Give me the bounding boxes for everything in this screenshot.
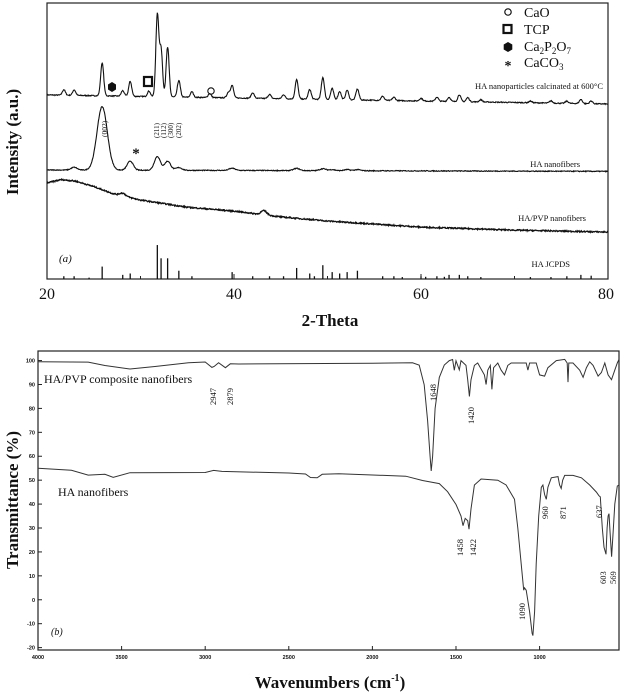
peak-label: 637: [594, 505, 604, 518]
ftir-ytick-label: 60: [29, 454, 35, 460]
ftir-xtick-label: 1500: [450, 655, 462, 661]
ftir-xtick-label: 2500: [283, 655, 295, 661]
hkl-label: (211): [153, 122, 161, 138]
formula-part: 2: [540, 46, 545, 56]
ftir-ytick-label: -10: [27, 622, 35, 628]
series-label-ha-jcpds: HA JCPDS: [531, 259, 570, 269]
panel-label-a: (a): [59, 253, 72, 265]
peak-label: 1422: [468, 539, 478, 556]
ftir-series-line: [37, 358, 620, 471]
peak-label: 1090: [517, 603, 527, 620]
xrd-series-line: [46, 178, 609, 234]
caco3-legend-asterisk-icon: *: [505, 59, 512, 74]
xrd-legend: CaO TCP Ca2P2O7 * CaCO3: [502, 6, 571, 74]
ftir-xtick-label: 1000: [533, 655, 545, 661]
ftir-ytick-label: 70: [29, 430, 35, 436]
ftir-ytick-label: 40: [29, 502, 35, 508]
ftir-ytick-label: 20: [29, 550, 35, 556]
ftir-ticks: [37, 360, 541, 650]
xrd-xtick-label: 40: [226, 286, 242, 303]
ftir-y-axis-label: Transmittance (%): [3, 431, 22, 569]
xrd-xtick-label: 60: [413, 286, 429, 303]
ftir-xtick-label: 3500: [115, 655, 127, 661]
ftir-ytick-label: 100: [26, 359, 35, 365]
series-label-ha-calcined: HA nanoparticles calcinated at 600°C: [475, 81, 603, 91]
peak-label: 1420: [466, 407, 476, 424]
peak-label: 1648: [428, 384, 438, 401]
formula-part: O: [556, 40, 566, 55]
xrd-xtick-label: 80: [598, 286, 614, 303]
series-label-ha-nanofibers-ftir: HA nanofibers: [58, 485, 129, 499]
legend-label-tcp: TCP: [524, 23, 550, 38]
peak-label: 871: [558, 506, 568, 519]
ftir-x-tick-labels: 4000 3500 3000 2500 2000 1500 1000: [32, 655, 546, 661]
xrd-x-ticks: [46, 274, 609, 279]
ftir-ytick-label: 0: [32, 598, 35, 604]
ftir-xtick-label: 2000: [366, 655, 378, 661]
xrd-traces: [46, 12, 609, 279]
cao-legend-circle-icon: [504, 8, 512, 16]
ftir-xtick-label: 3000: [199, 655, 211, 661]
ftir-ytick-label: 80: [29, 406, 35, 412]
ftir-x-axis-label: Wavenumbers (cm-1): [255, 673, 405, 692]
ftir-ytick-label: 10: [29, 574, 35, 580]
tcp-marker-square-icon: [142, 75, 154, 88]
xrd-y-axis-label: Intensity (a.u.): [3, 89, 22, 195]
formula-part: 7: [566, 46, 571, 56]
peak-label: 2879: [225, 388, 235, 405]
formula-part: 3: [559, 62, 564, 72]
formula-part: Ca: [524, 40, 540, 55]
formula-part: P: [544, 40, 552, 55]
series-label-ha-nanofibers: HA nanofibers: [530, 159, 580, 169]
xrd-chart: 20 40 60 80 2-Theta Intensity (a.u.) CaO…: [3, 2, 614, 330]
hkl-label: (300): [167, 122, 175, 138]
caco3-marker-asterisk-icon: *: [132, 146, 140, 162]
ftir-plot-frame: [37, 350, 620, 651]
series-label-ha-pvp-composite: HA/PVP composite nanofibers: [44, 372, 193, 386]
legend-label-cao: CaO: [524, 6, 550, 21]
cao-marker-circle-icon: [207, 87, 215, 95]
formula-part: 2: [552, 46, 557, 56]
hkl-label: (112): [160, 122, 168, 138]
ftir-series-line: [37, 467, 620, 636]
hkl-label: (002): [100, 120, 109, 137]
ftir-ytick-label: 50: [29, 478, 35, 484]
ftir-traces: [37, 358, 620, 636]
legend-label-ca2p2o7: Ca2P2O7: [524, 40, 571, 56]
xrd-xtick-label: 20: [39, 286, 55, 303]
xrd-series-line: [46, 12, 609, 106]
peak-label: 603: [598, 571, 608, 584]
ftir-xtick-label: 4000: [32, 655, 44, 661]
ftir-ytick-label: 90: [29, 382, 35, 388]
ca2p2o7-legend-hexagon-icon: [503, 42, 513, 52]
ftir-ytick-label: -20: [27, 646, 35, 652]
panel-label-b: (b): [51, 627, 63, 638]
ftir-ytick-label: 30: [29, 526, 35, 532]
peak-label: 569: [608, 571, 618, 584]
xrd-x-axis-label: 2-Theta: [302, 311, 359, 330]
formula-part: CaCO: [524, 56, 559, 71]
hkl-label: (202): [175, 122, 183, 138]
xrd-series-line: [46, 106, 609, 173]
peak-label: 1458: [455, 539, 465, 556]
legend-label-caco3: CaCO3: [524, 56, 564, 72]
series-label-ha-pvp: HA/PVP nanofibers: [518, 213, 586, 223]
peak-label: 960: [540, 506, 550, 519]
ca2p2o7-marker-hexagon-icon: [108, 82, 116, 92]
tcp-legend-square-icon: [502, 23, 513, 35]
peak-label: 2947: [208, 388, 218, 405]
